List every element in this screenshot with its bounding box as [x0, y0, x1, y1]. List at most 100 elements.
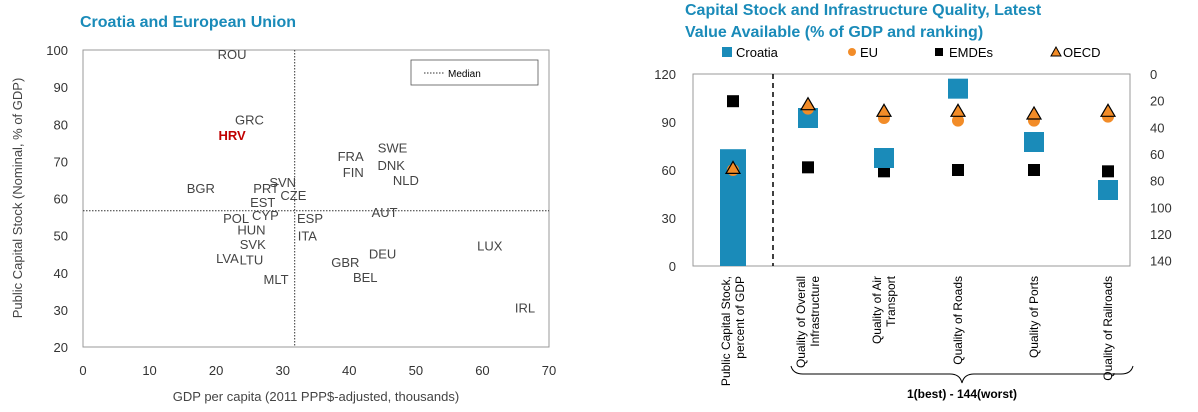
oecd-capital-stock-marker [724, 160, 742, 174]
oecd-rank-marker [949, 103, 967, 117]
scatter-point-label: DNK [377, 158, 405, 173]
bar-left-tick: 90 [662, 115, 676, 130]
scatter-point-label: HRV [219, 128, 247, 143]
scatter-y-axis-label: Public Capital Stock (Nominal, % of GDP) [10, 78, 25, 319]
scatter-plot-frame [82, 49, 550, 348]
bar-right-tick: 60 [1150, 147, 1164, 162]
scatter-point-label: EST [250, 195, 275, 210]
scatter-x-tick: 10 [142, 363, 156, 378]
bar-right-tick: 80 [1150, 174, 1164, 189]
bar-category-label: Quality of Air [870, 276, 884, 344]
scatter-point-label: AUT [372, 205, 398, 220]
eu-rank-marker [952, 114, 964, 127]
median-legend-label: Median [448, 69, 481, 80]
scatter-y-tick: 40 [54, 266, 68, 281]
legend-croatia-label: Croatia [736, 45, 779, 60]
scatter-point-label: POL [223, 211, 249, 226]
scatter-point-label: DEU [369, 246, 396, 261]
scatter-point-label: HUN [237, 223, 265, 238]
scatter-point-label: BEL [353, 270, 378, 285]
bar-plot-frame [692, 73, 1131, 267]
scatter-x-tick: 30 [275, 363, 289, 378]
scatter-point-label: ROU [218, 47, 247, 62]
bar-category-label: Quality of Railroads [1101, 276, 1115, 381]
scatter-y-tick: 70 [54, 154, 68, 169]
legend-eu-swatch [848, 48, 856, 56]
bar-category-label: Quality of Overall [794, 276, 808, 368]
legend-eu-label: EU [860, 45, 878, 60]
emdes-rank-marker [952, 164, 964, 176]
emdes-rank-marker [878, 165, 890, 178]
oecd-rank-marker [1025, 105, 1043, 120]
scatter-legend-box [410, 59, 539, 86]
oecd-rank-marker [799, 96, 817, 111]
croatia-rank-marker [874, 148, 894, 168]
emdes-rank-marker [1102, 165, 1114, 178]
bar-left-tick: 120 [654, 67, 676, 82]
croatia-rank-marker [1098, 180, 1118, 200]
scatter-point-label: LTU [240, 252, 264, 267]
bar-right-tick: 120 [1150, 227, 1172, 242]
scatter-y-tick: 30 [54, 303, 68, 318]
scatter-point-label: GRC [235, 112, 264, 127]
bar-category-label: Public Capital Stock, [719, 276, 733, 386]
emdes-rank-marker [1028, 164, 1040, 176]
scatter-point-label: NLD [393, 173, 419, 188]
bar-right-tick: 40 [1150, 120, 1164, 135]
legend-croatia-swatch [722, 47, 732, 57]
scatter-x-tick: 40 [342, 363, 356, 378]
bar-chart: Capital Stock and Infrastructure Quality… [654, 2, 1171, 401]
bar-category-label: percent of GDP [733, 276, 747, 359]
emdes-rank-marker [802, 161, 814, 174]
scatter-point-label: SWE [378, 141, 408, 156]
scatter-chart: Croatia and European Union 0 10 20 30 40 50 60… [10, 14, 556, 404]
scatter-x-axis-label: GDP per capita (2011 PPP$-adjusted, thou… [173, 389, 459, 404]
scatter-point-label: GBR [331, 255, 359, 270]
scatter-point-label: BGR [187, 181, 215, 196]
bar-right-tick: 0 [1150, 67, 1157, 82]
scatter-point-label: MLT [264, 272, 289, 287]
bar-right-tick: 140 [1150, 254, 1172, 269]
bar-left-tick: 30 [662, 211, 676, 226]
bar-category-label: Infrastructure [808, 276, 822, 347]
oecd-rank-marker [1099, 103, 1117, 117]
bar-right-tick: 100 [1150, 200, 1172, 215]
scatter-x-tick: 0 [79, 363, 86, 378]
scatter-point-label: CYP [252, 208, 279, 223]
legend-oecd-swatch [1050, 45, 1062, 57]
scatter-title: Croatia and European Union [80, 14, 296, 31]
scatter-x-tick: 70 [542, 363, 556, 378]
scatter-point-label: PRT [253, 181, 279, 196]
croatia-rank-marker [1024, 132, 1044, 152]
scatter-y-tick: 50 [54, 229, 68, 244]
bar-category-label: Transport [884, 275, 898, 327]
scatter-y-tick: 80 [54, 117, 68, 132]
scatter-point-label: ITA [298, 229, 318, 244]
scatter-point-label: IRL [515, 300, 535, 315]
legend-emdes-swatch [935, 48, 943, 56]
ranking-bracket [790, 365, 1134, 384]
scatter-point-label: ESP [297, 211, 323, 226]
scatter-point-label: LVA [216, 251, 239, 266]
scatter-x-tick: 60 [475, 363, 489, 378]
ranking-bracket-label: 1(best) - 144(worst) [907, 387, 1017, 401]
bar-category-label: Quality of Roads [951, 276, 965, 365]
legend-emdes-label: EMDEs [949, 45, 994, 60]
scatter-y-tick: 100 [46, 43, 68, 58]
oecd-rank-marker [875, 103, 893, 117]
bar-category-label: Quality of Ports [1027, 276, 1041, 358]
scatter-y-tick: 20 [54, 340, 68, 355]
scatter-y-tick: 90 [54, 80, 68, 95]
croatia-rank-marker [798, 108, 818, 128]
bar-left-tick: 0 [669, 259, 676, 274]
scatter-point-label: SVN [269, 175, 296, 190]
bar-title-line-1: Capital Stock and Infrastructure Quality… [685, 2, 1042, 19]
croatia-rank-marker [948, 78, 968, 99]
scatter-point-label: FRA [338, 149, 364, 164]
bar-left-tick: 60 [662, 163, 676, 178]
legend-oecd-label: OECD [1063, 45, 1101, 60]
bar-right-tick: 20 [1150, 94, 1164, 109]
scatter-x-tick: 50 [409, 363, 423, 378]
scatter-point-label: FIN [343, 165, 364, 180]
